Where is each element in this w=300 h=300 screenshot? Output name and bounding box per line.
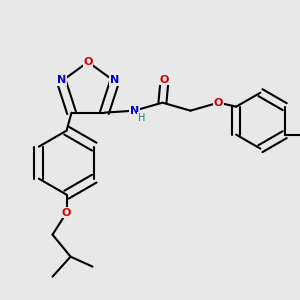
Text: O: O — [214, 98, 223, 108]
Text: H: H — [138, 113, 145, 123]
Text: O: O — [62, 208, 71, 218]
Text: N: N — [110, 75, 119, 85]
Text: O: O — [83, 57, 93, 67]
Text: N: N — [130, 106, 139, 116]
Text: N: N — [57, 75, 66, 85]
Text: O: O — [160, 75, 169, 85]
